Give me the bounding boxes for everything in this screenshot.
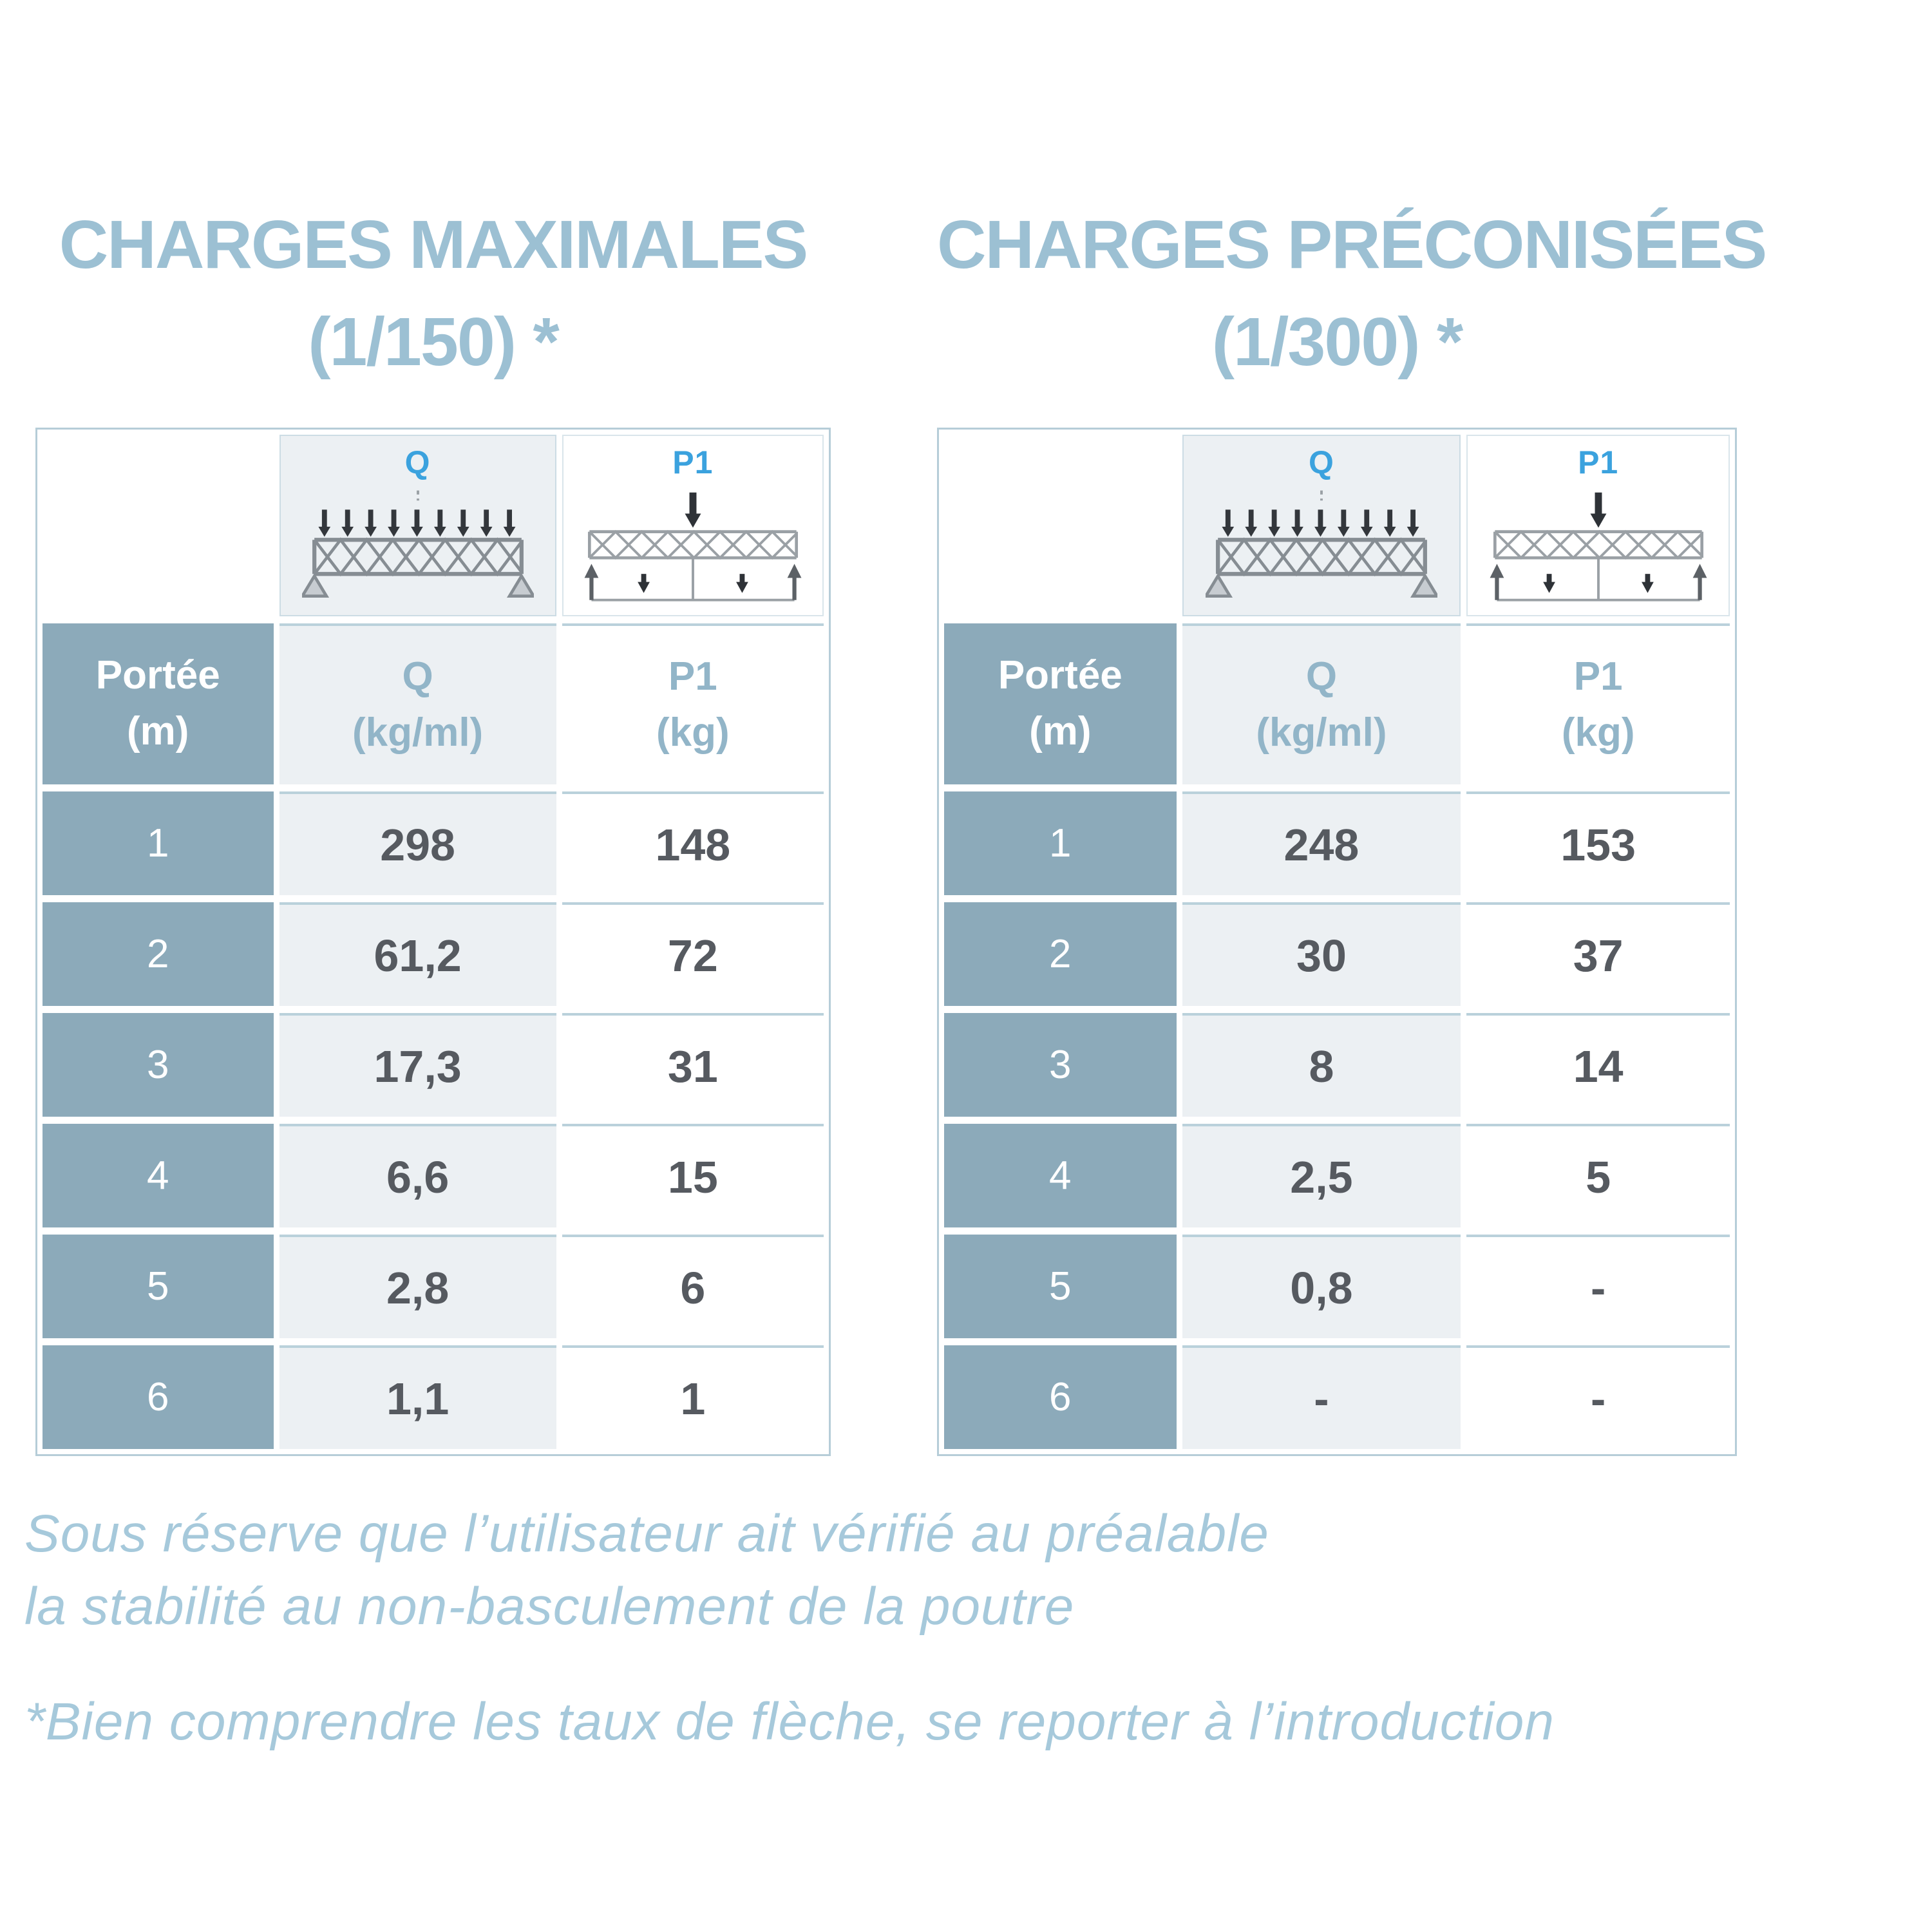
portee-cell: 4 — [43, 1124, 274, 1228]
blank-corner-cell — [43, 435, 274, 616]
q-header-cell: Q (kg/ml) — [1182, 623, 1461, 785]
q-diagram-cell: Q — [279, 435, 556, 617]
q-header-label: Q — [1305, 654, 1338, 699]
distributed-load-truss-icon — [301, 490, 534, 598]
charges-preconisees-title: CHARGES PRÉCONISÉES (1/300) * — [937, 196, 1767, 390]
charges-preconisees-section: CHARGES PRÉCONISÉES (1/300) * Q — [937, 196, 1767, 1457]
portee-cell: 6 — [944, 1345, 1177, 1450]
q-value-cell: 17,3 — [279, 1013, 556, 1117]
p1-value-cell: 72 — [562, 902, 824, 1006]
q-header-unit: (kg/ml) — [352, 710, 484, 755]
q-value-cell: 1,1 — [279, 1345, 556, 1450]
charges-maximales-table: Q — [35, 428, 831, 1457]
portee-cell: 5 — [43, 1235, 274, 1339]
q-value-cell: 8 — [1182, 1013, 1461, 1117]
p1-value-cell: - — [1466, 1235, 1730, 1338]
p1-value-cell: 31 — [562, 1013, 824, 1117]
portee-cell: 6 — [43, 1345, 274, 1450]
portee-header-unit: (m) — [127, 709, 189, 754]
stability-note: Sous réserve que l’utilisateur ait vérif… — [24, 1497, 1924, 1643]
footnotes: Sous réserve que l’utilisateur ait vérif… — [24, 1497, 1924, 1758]
p1-header-cell: P1 (kg) — [1466, 623, 1730, 784]
q-value-cell: 2,8 — [279, 1235, 556, 1339]
charges-maximales-section: CHARGES MAXIMALES (1/150) * Q — [35, 196, 831, 1457]
portee-cell: 3 — [944, 1013, 1177, 1117]
q-diagram-label: Q — [404, 444, 431, 481]
q-diagram-cell: Q — [1182, 435, 1461, 617]
portee-header-unit: (m) — [1029, 709, 1092, 754]
portee-cell: 1 — [944, 791, 1177, 896]
p1-value-cell: - — [1466, 1345, 1730, 1449]
title-line-2: (1/150) * — [308, 303, 560, 380]
p1-value-cell: 153 — [1466, 791, 1730, 895]
p1-header-unit: (kg) — [1561, 710, 1635, 755]
q-diagram-label: Q — [1309, 444, 1334, 481]
q-value-cell: 2,5 — [1182, 1124, 1461, 1228]
blank-corner-cell — [944, 435, 1177, 616]
point-load-truss-icon — [584, 492, 802, 601]
p1-diagram-label: P1 — [672, 444, 714, 481]
p1-header-label: P1 — [668, 654, 717, 699]
portee-cell: 5 — [944, 1235, 1177, 1339]
p1-value-cell: 37 — [1466, 902, 1730, 1006]
stability-note-line-1: Sous réserve que l’utilisateur ait vérif… — [24, 1504, 1269, 1563]
title-line-1: CHARGES PRÉCONISÉES — [937, 207, 1767, 283]
portee-cell: 3 — [43, 1013, 274, 1117]
q-value-cell: 6,6 — [279, 1124, 556, 1228]
q-value-cell: - — [1182, 1345, 1461, 1450]
q-value-cell: 0,8 — [1182, 1235, 1461, 1339]
p1-diagram-cell: P1 — [562, 435, 824, 617]
distributed-load-truss-icon — [1205, 490, 1437, 598]
q-header-unit: (kg/ml) — [1256, 710, 1387, 755]
q-value-cell: 61,2 — [279, 902, 556, 1007]
p1-header-label: P1 — [1573, 654, 1623, 699]
p1-value-cell: 5 — [1466, 1124, 1730, 1227]
charges-preconisees-table: Q — [937, 428, 1737, 1457]
p1-value-cell: 15 — [562, 1124, 824, 1227]
deflection-note: *Bien comprendre les taux de flèche, se … — [24, 1692, 1555, 1752]
stability-note-line-2: la stabilité au non-basculement de la po… — [24, 1577, 1075, 1636]
portee-cell: 2 — [944, 902, 1177, 1007]
portee-header-cell: Portée (m) — [43, 623, 274, 785]
q-header-cell: Q (kg/ml) — [279, 623, 556, 785]
p1-value-cell: 14 — [1466, 1013, 1730, 1117]
title-line-1: CHARGES MAXIMALES — [59, 207, 809, 283]
p1-value-cell: 6 — [562, 1235, 824, 1338]
q-value-cell: 248 — [1182, 791, 1461, 896]
portee-header-label: Portée — [95, 653, 220, 698]
title-line-2: (1/300) * — [1211, 303, 1464, 380]
p1-diagram-cell: P1 — [1466, 435, 1730, 617]
portee-cell: 1 — [43, 791, 274, 896]
p1-header-cell: P1 (kg) — [562, 623, 824, 784]
p1-value-cell: 1 — [562, 1345, 824, 1449]
point-load-truss-icon — [1490, 492, 1707, 601]
portee-header-cell: Portée (m) — [944, 623, 1177, 785]
portee-cell: 4 — [944, 1124, 1177, 1228]
q-value-cell: 30 — [1182, 902, 1461, 1007]
portee-header-label: Portée — [998, 653, 1122, 698]
p1-header-unit: (kg) — [656, 710, 730, 755]
p1-value-cell: 148 — [562, 791, 824, 895]
charges-maximales-title: CHARGES MAXIMALES (1/150) * — [35, 196, 831, 390]
p1-diagram-label: P1 — [1578, 444, 1619, 481]
q-header-label: Q — [402, 654, 433, 699]
q-value-cell: 298 — [279, 791, 556, 896]
portee-cell: 2 — [43, 902, 274, 1007]
